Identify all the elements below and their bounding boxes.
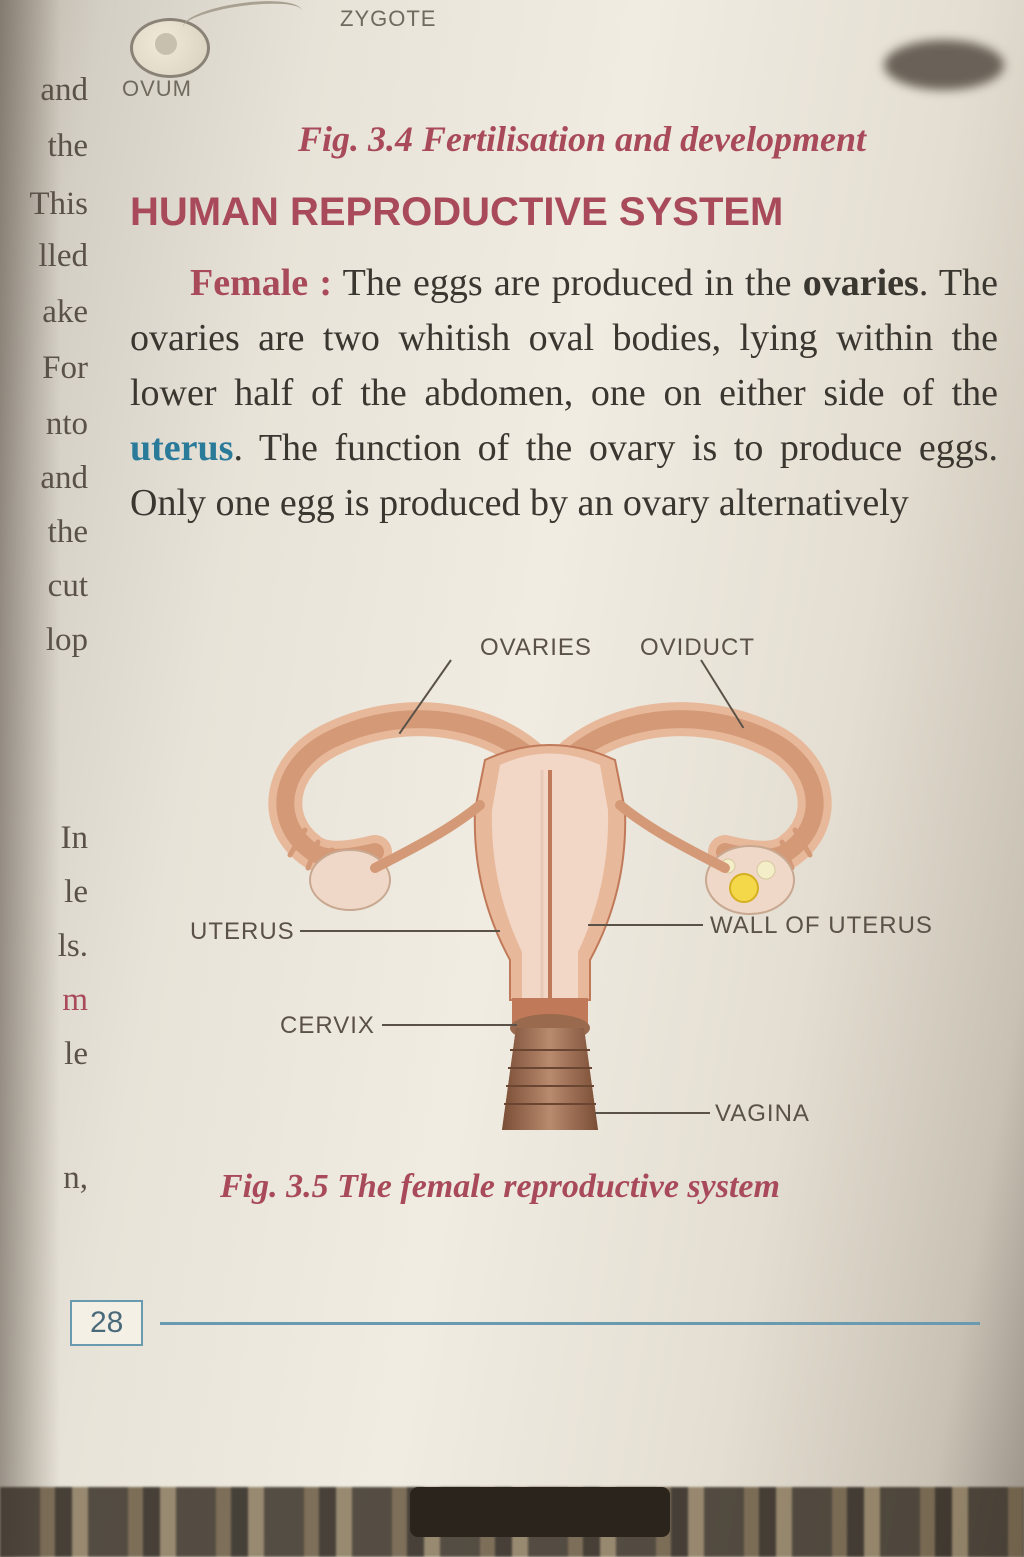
zygote-label: ZYGOTE — [340, 6, 436, 32]
fig-3-5-caption: Fig. 3.5 The female reproductive system — [180, 1168, 944, 1206]
page-number: 28 — [70, 1300, 143, 1346]
margin-word: le — [0, 1036, 88, 1072]
margin-word: For — [0, 350, 88, 386]
leader — [300, 930, 500, 932]
ovum-label: OVUM — [122, 76, 192, 102]
leader — [595, 1112, 710, 1114]
margin-word: the — [0, 514, 88, 550]
term-ovaries: ovaries — [803, 262, 919, 304]
margin-word: m — [0, 982, 88, 1018]
para-text: . The function of the ovary is to produc… — [130, 427, 998, 524]
lead-word: Female : — [190, 262, 332, 304]
term-uterus: uterus — [130, 427, 233, 469]
margin-word: and — [0, 460, 88, 496]
smudge-right — [884, 40, 1004, 90]
page-shadow — [0, 0, 60, 1557]
margin-word: In — [0, 820, 88, 856]
margin-word: This — [0, 186, 88, 222]
para-text: The eggs are produced in the — [332, 262, 803, 304]
margin-word: the — [0, 128, 88, 164]
page-rule — [160, 1322, 980, 1325]
margin-word: lop — [0, 622, 88, 658]
margin-word: n, — [0, 1160, 88, 1196]
margin-word: ake — [0, 294, 88, 330]
leader — [588, 924, 703, 926]
section-heading: HUMAN REPRODUCTIVE SYSTEM — [130, 190, 783, 235]
diagram-svg — [150, 630, 950, 1150]
label-cervix: CERVIX — [280, 1012, 375, 1040]
label-ovaries: OVARIES — [480, 634, 592, 662]
label-oviduct: OVIDUCT — [640, 634, 755, 662]
margin-word: lled — [0, 238, 88, 274]
margin-word: cut — [0, 568, 88, 604]
label-uterus: UTERUS — [190, 918, 295, 946]
body-paragraph: Female : The eggs are produced in the ov… — [130, 256, 998, 531]
margin-word: nto — [0, 406, 88, 442]
bottom-object — [410, 1487, 670, 1537]
margin-word: and — [0, 72, 88, 108]
label-vagina: VAGINA — [715, 1100, 810, 1128]
fig-3-4-caption: Fig. 3.4 Fertilisation and development — [200, 118, 964, 160]
leader — [382, 1024, 517, 1026]
reproductive-diagram: OVARIES OVIDUCT UTERUS WALL OF UTERUS CE… — [150, 630, 950, 1150]
label-wall: WALL OF UTERUS — [710, 912, 933, 940]
margin-word: le — [0, 874, 88, 910]
margin-word: ls. — [0, 928, 88, 964]
ovum-sketch — [130, 18, 210, 78]
